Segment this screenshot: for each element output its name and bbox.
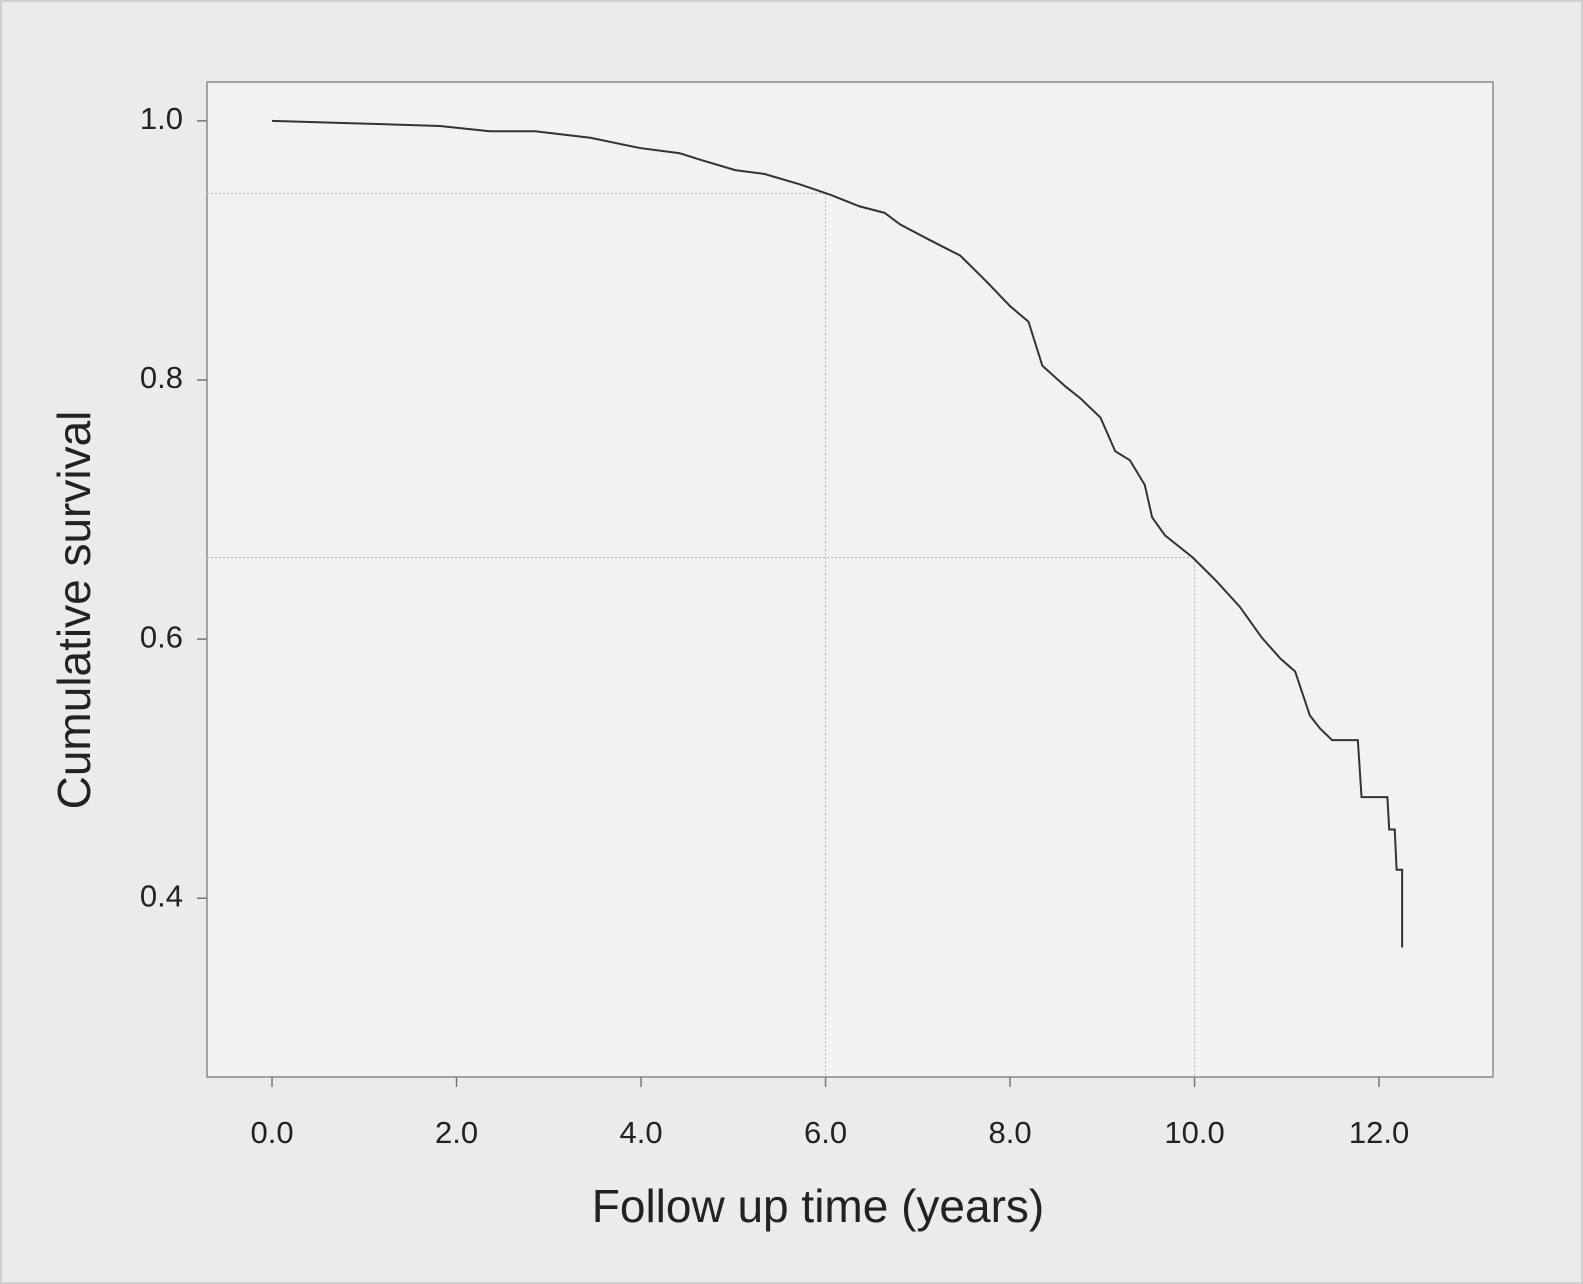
y-axis-label: Cumulative survival — [48, 411, 100, 810]
y-tick-label: 0.6 — [140, 619, 183, 654]
x-tick-label: 4.0 — [619, 1115, 662, 1150]
plot-area — [206, 81, 1494, 1078]
x-axis-label: Follow up time (years) — [592, 1180, 1044, 1232]
x-tick-label: 12.0 — [1349, 1115, 1409, 1150]
survival-curve — [272, 119, 1404, 948]
x-tick-label: 10.0 — [1164, 1115, 1224, 1150]
x-tick-label: 2.0 — [435, 1115, 478, 1150]
y-tick-label: 1.0 — [140, 101, 183, 136]
y-tick-label: 0.4 — [140, 878, 183, 913]
x-tick-label: 8.0 — [989, 1115, 1032, 1150]
x-tick-label: 6.0 — [804, 1115, 847, 1150]
x-tick-label: 0.0 — [250, 1115, 293, 1150]
y-tick-label: 0.8 — [140, 360, 183, 395]
